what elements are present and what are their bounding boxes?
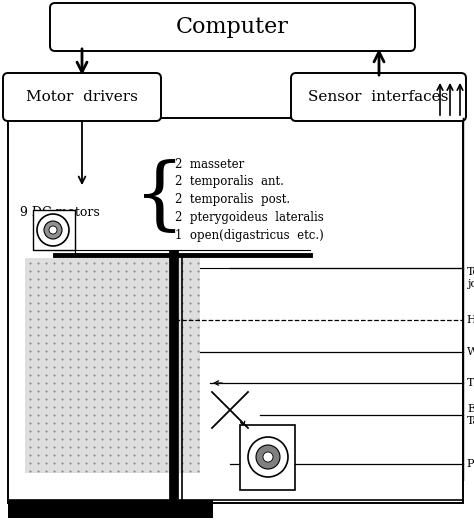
Bar	[8, 118, 463, 503]
Text: Encoders
Tachogenerators: Encoders Tachogenerators	[467, 404, 474, 426]
Text: 2  masseter: 2 masseter	[175, 157, 244, 170]
Bar	[8, 500, 213, 518]
Text: {: {	[134, 159, 186, 237]
Circle shape	[37, 214, 69, 246]
FancyBboxPatch shape	[3, 73, 161, 121]
Text: Computer: Computer	[176, 16, 289, 38]
Circle shape	[44, 221, 62, 239]
Text: Pressure sensors: Pressure sensors	[467, 459, 474, 469]
Text: 9 DC motors: 9 DC motors	[20, 206, 100, 219]
Text: Temporomandibular
joint  force  sensors: Temporomandibular joint force sensors	[467, 267, 474, 289]
FancyBboxPatch shape	[291, 73, 466, 121]
Text: Wires: Wires	[467, 347, 474, 357]
Text: Sensor  interfaces: Sensor interfaces	[308, 90, 449, 104]
Bar	[33, 210, 75, 250]
Circle shape	[256, 445, 280, 469]
Text: Human skull model: Human skull model	[467, 315, 474, 325]
Text: Tension sensors: Tension sensors	[467, 378, 474, 388]
Text: 2  temporalis  post.: 2 temporalis post.	[175, 193, 290, 206]
Circle shape	[248, 437, 288, 477]
Bar	[25, 258, 200, 473]
Text: 2  pterygoideus  lateralis: 2 pterygoideus lateralis	[175, 212, 324, 225]
Circle shape	[49, 226, 57, 234]
Text: Motor  drivers: Motor drivers	[26, 90, 138, 104]
Bar	[240, 425, 295, 490]
Text: 2  temporalis  ant.: 2 temporalis ant.	[175, 176, 284, 189]
FancyBboxPatch shape	[50, 3, 415, 51]
Text: 1  open(digastricus  etc.): 1 open(digastricus etc.)	[175, 229, 324, 242]
Circle shape	[263, 452, 273, 462]
